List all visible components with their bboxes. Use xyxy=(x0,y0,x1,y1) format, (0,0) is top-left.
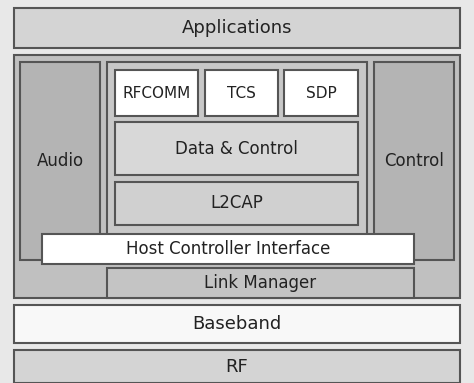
Text: RFCOMM: RFCOMM xyxy=(122,85,191,100)
Text: TCS: TCS xyxy=(227,85,256,100)
Text: RF: RF xyxy=(226,357,248,375)
Text: SDP: SDP xyxy=(306,85,337,100)
Bar xyxy=(36,230,420,268)
Bar xyxy=(205,70,278,116)
Text: Host Controller Interface: Host Controller Interface xyxy=(126,240,330,258)
Text: Link Manager: Link Manager xyxy=(204,274,317,292)
Bar xyxy=(115,182,358,225)
Bar xyxy=(20,62,100,260)
Text: Data & Control: Data & Control xyxy=(175,139,298,157)
Text: Baseband: Baseband xyxy=(192,315,282,333)
Bar xyxy=(284,70,358,116)
Text: L2CAP: L2CAP xyxy=(210,195,263,213)
Bar xyxy=(14,8,460,48)
Bar xyxy=(115,70,198,116)
Bar xyxy=(115,122,358,175)
Bar xyxy=(42,234,414,264)
Bar xyxy=(107,268,414,298)
Bar xyxy=(374,62,454,260)
Bar xyxy=(14,350,460,383)
Text: Applications: Applications xyxy=(182,19,292,37)
Bar xyxy=(14,305,460,343)
Text: Audio: Audio xyxy=(36,152,83,170)
Bar xyxy=(107,62,367,260)
Bar xyxy=(14,55,460,298)
Text: Control: Control xyxy=(384,152,444,170)
